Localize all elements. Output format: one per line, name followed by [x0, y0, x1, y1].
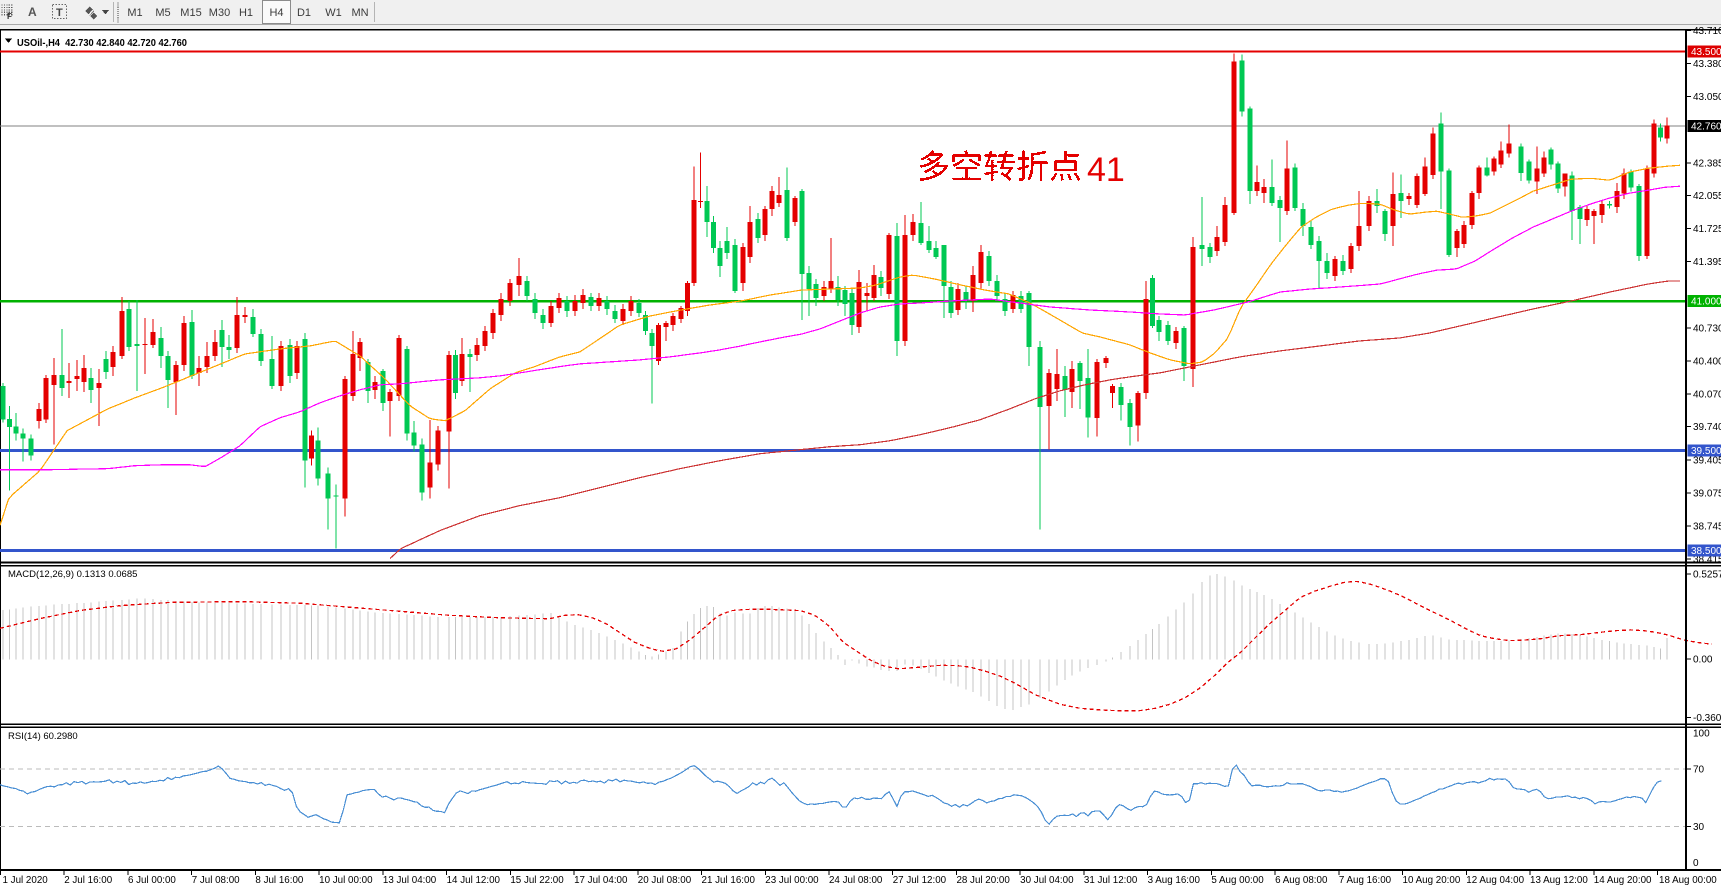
- svg-text:40.730: 40.730: [1693, 323, 1721, 334]
- svg-text:43.050: 43.050: [1693, 92, 1721, 103]
- svg-text:27 Jul 12:00: 27 Jul 12:00: [893, 875, 947, 886]
- svg-text:42.385: 42.385: [1693, 158, 1721, 169]
- svg-text:F: F: [7, 12, 12, 21]
- svg-text:M30: M30: [209, 7, 230, 19]
- svg-text:RSI(14) 60.2980: RSI(14) 60.2980: [8, 731, 78, 742]
- svg-text:6 Aug 08:00: 6 Aug 08:00: [1275, 875, 1328, 886]
- svg-text:39.075: 39.075: [1693, 489, 1721, 500]
- svg-text:7 Jul 08:00: 7 Jul 08:00: [192, 875, 240, 886]
- svg-text:20 Jul 08:00: 20 Jul 08:00: [638, 875, 692, 886]
- svg-text:31 Jul 12:00: 31 Jul 12:00: [1084, 875, 1138, 886]
- svg-text:30 Jul 04:00: 30 Jul 04:00: [1020, 875, 1074, 886]
- svg-text:15 Jul 22:00: 15 Jul 22:00: [510, 875, 564, 886]
- svg-text:12 Aug 04:00: 12 Aug 04:00: [1466, 875, 1524, 886]
- svg-text:MACD(12,26,9) 0.1313 0.0685: MACD(12,26,9) 0.1313 0.0685: [8, 569, 137, 580]
- svg-text:13 Jul 04:00: 13 Jul 04:00: [383, 875, 437, 886]
- svg-text:USOil-,H4 42.730 42.840 42.72: USOil-,H4 42.730 42.840 42.720 42.760: [17, 37, 187, 49]
- svg-text:38.415: 38.415: [1693, 554, 1721, 565]
- svg-text:A: A: [28, 5, 37, 19]
- svg-text:38.500: 38.500: [1691, 546, 1721, 557]
- svg-text:43.500: 43.500: [1691, 47, 1721, 58]
- svg-text:M1: M1: [127, 7, 142, 19]
- svg-text:41.725: 41.725: [1693, 224, 1721, 235]
- svg-text:3 Aug 16:00: 3 Aug 16:00: [1148, 875, 1201, 886]
- svg-text:100: 100: [1693, 728, 1710, 739]
- svg-text:-0.3603: -0.3603: [1693, 713, 1721, 724]
- svg-text:13 Aug 12:00: 13 Aug 12:00: [1530, 875, 1588, 886]
- svg-text:W1: W1: [325, 7, 342, 19]
- svg-text:0.00: 0.00: [1693, 655, 1713, 666]
- svg-text:43.380: 43.380: [1693, 59, 1721, 70]
- svg-text:39.405: 39.405: [1693, 456, 1721, 467]
- svg-text:40.070: 40.070: [1693, 389, 1721, 400]
- svg-text:42.760: 42.760: [1691, 122, 1721, 133]
- svg-text:18 Aug 00:00: 18 Aug 00:00: [1659, 875, 1717, 886]
- svg-text:6 Jul 00:00: 6 Jul 00:00: [128, 875, 176, 886]
- svg-text:43.710: 43.710: [1693, 26, 1721, 37]
- svg-text:10 Jul 00:00: 10 Jul 00:00: [319, 875, 373, 886]
- svg-text:1 Jul 2020: 1 Jul 2020: [3, 875, 49, 886]
- svg-text:41.000: 41.000: [1691, 297, 1721, 308]
- svg-text:14 Jul 12:00: 14 Jul 12:00: [447, 875, 501, 886]
- svg-text:0: 0: [1693, 858, 1699, 869]
- svg-text:42.055: 42.055: [1693, 191, 1721, 202]
- svg-text:5 Aug 00:00: 5 Aug 00:00: [1211, 875, 1264, 886]
- svg-text:24 Jul 08:00: 24 Jul 08:00: [829, 875, 883, 886]
- svg-text:T: T: [56, 7, 63, 19]
- svg-text:H1: H1: [239, 7, 253, 19]
- svg-text:14 Aug 20:00: 14 Aug 20:00: [1594, 875, 1652, 886]
- svg-text:23 Jul 00:00: 23 Jul 00:00: [765, 875, 819, 886]
- svg-text:8 Jul 16:00: 8 Jul 16:00: [255, 875, 303, 886]
- svg-text:0.5257: 0.5257: [1693, 569, 1721, 580]
- svg-text:30: 30: [1693, 822, 1705, 833]
- svg-text:2 Jul 16:00: 2 Jul 16:00: [64, 875, 112, 886]
- svg-text:MN: MN: [351, 7, 368, 19]
- svg-text:41: 41: [1087, 151, 1125, 189]
- svg-text:7 Aug 16:00: 7 Aug 16:00: [1339, 875, 1392, 886]
- svg-text:70: 70: [1693, 764, 1705, 775]
- svg-text:10 Aug 20:00: 10 Aug 20:00: [1403, 875, 1461, 886]
- svg-text:40.400: 40.400: [1693, 356, 1721, 367]
- svg-text:38.745: 38.745: [1693, 522, 1721, 533]
- svg-text:H4: H4: [269, 7, 283, 19]
- svg-text:M15: M15: [180, 7, 201, 19]
- svg-text:28 Jul 20:00: 28 Jul 20:00: [956, 875, 1010, 886]
- svg-text:M5: M5: [155, 7, 170, 19]
- svg-text:21 Jul 16:00: 21 Jul 16:00: [702, 875, 756, 886]
- svg-text:D1: D1: [297, 7, 311, 19]
- svg-text:39.500: 39.500: [1691, 446, 1721, 457]
- svg-text:41.395: 41.395: [1693, 257, 1721, 268]
- svg-text:17 Jul 04:00: 17 Jul 04:00: [574, 875, 628, 886]
- svg-text:39.740: 39.740: [1693, 422, 1721, 433]
